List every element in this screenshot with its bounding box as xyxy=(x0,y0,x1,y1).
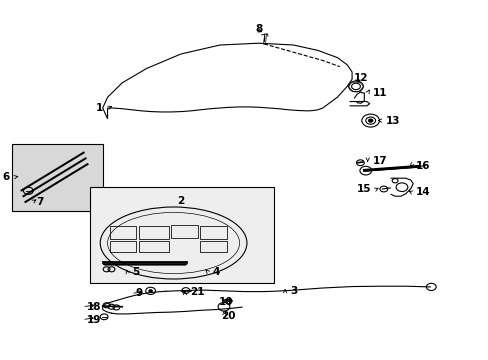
Text: 13: 13 xyxy=(386,116,400,126)
Text: 19: 19 xyxy=(87,315,101,325)
Text: 4: 4 xyxy=(212,267,220,277)
Text: 18: 18 xyxy=(87,302,102,312)
Bar xyxy=(139,226,168,239)
Bar xyxy=(109,226,136,239)
Text: 17: 17 xyxy=(372,156,386,166)
Text: 6: 6 xyxy=(2,172,10,182)
Text: 20: 20 xyxy=(221,311,236,321)
Text: 14: 14 xyxy=(415,187,429,197)
Text: 7: 7 xyxy=(37,197,44,207)
Text: 9: 9 xyxy=(136,288,143,298)
Text: 2: 2 xyxy=(177,196,184,206)
Text: 11: 11 xyxy=(372,88,386,98)
Text: 15: 15 xyxy=(356,184,371,194)
Bar xyxy=(12,144,102,211)
Bar xyxy=(200,241,227,252)
Text: 12: 12 xyxy=(353,73,367,84)
Circle shape xyxy=(348,81,363,92)
Bar xyxy=(90,187,273,283)
Bar xyxy=(200,226,227,239)
Bar xyxy=(171,225,198,238)
Circle shape xyxy=(361,114,379,127)
Text: 8: 8 xyxy=(255,24,262,34)
Polygon shape xyxy=(354,92,364,103)
Text: 3: 3 xyxy=(289,285,297,296)
Text: 1: 1 xyxy=(95,103,102,113)
Bar xyxy=(139,241,168,252)
Text: 21: 21 xyxy=(189,287,204,297)
Text: 5: 5 xyxy=(132,267,139,277)
Circle shape xyxy=(148,289,152,292)
Circle shape xyxy=(367,119,372,122)
Bar xyxy=(109,241,136,252)
Text: 10: 10 xyxy=(218,297,233,307)
Text: 16: 16 xyxy=(415,161,429,171)
